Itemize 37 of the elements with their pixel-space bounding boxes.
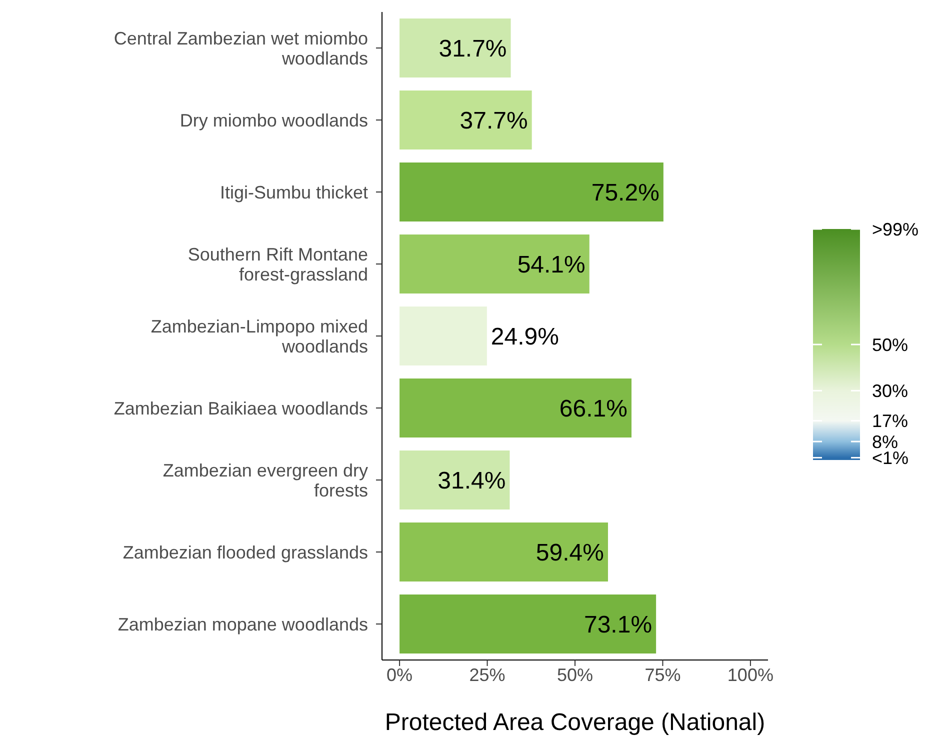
color-bar-label: 50% <box>872 334 908 355</box>
data-label: 31.7% <box>438 35 507 62</box>
bar <box>400 522 608 582</box>
bar <box>400 18 511 78</box>
bar <box>400 234 590 294</box>
bar <box>400 450 510 510</box>
x-axis-title: Protected Area Coverage (National) <box>384 709 766 736</box>
x-tick-label: 50% <box>556 664 594 685</box>
data-label: 66.1% <box>559 395 628 422</box>
y-tick-label: Zambezian Baikiaea woodlands <box>114 398 368 418</box>
y-tick-label: Southern Rift Montane forest-grassland <box>188 244 368 284</box>
bar <box>400 378 632 438</box>
data-label: 37.7% <box>460 107 528 134</box>
bar <box>400 90 532 150</box>
y-tick-label: Zambezian evergreen dry forests <box>162 460 368 500</box>
bar <box>400 162 664 222</box>
data-label: 75.2% <box>591 179 660 206</box>
y-tick-label: Central Zambezian wet miombo woodlands <box>114 28 368 68</box>
data-label: 54.1% <box>517 251 586 278</box>
data-label: 24.9% <box>490 323 559 350</box>
bar <box>400 306 487 366</box>
bar <box>400 594 656 654</box>
x-tick-label: 100% <box>727 664 774 685</box>
y-tick-label: Itigi-Sumbu thicket <box>220 182 368 202</box>
x-tick-label: 75% <box>644 664 681 685</box>
data-label: 31.4% <box>438 467 506 494</box>
y-tick-label: Zambezian-Limpopo mixed woodlands <box>150 316 368 356</box>
color-bar-label: 30% <box>872 381 908 401</box>
color-bar-label: 17% <box>872 411 908 432</box>
y-tick-label: Zambezian flooded grasslands <box>122 542 368 562</box>
color-bar-label: >99% <box>872 219 919 240</box>
x-tick-label: 25% <box>469 664 506 685</box>
y-tick-label: Zambezian mopane woodlands <box>118 614 368 634</box>
y-tick-label: Dry miombo woodlands <box>180 110 368 130</box>
data-label: 73.1% <box>584 611 652 638</box>
x-tick-label: 0% <box>386 664 413 685</box>
data-label: 59.4% <box>536 539 604 566</box>
